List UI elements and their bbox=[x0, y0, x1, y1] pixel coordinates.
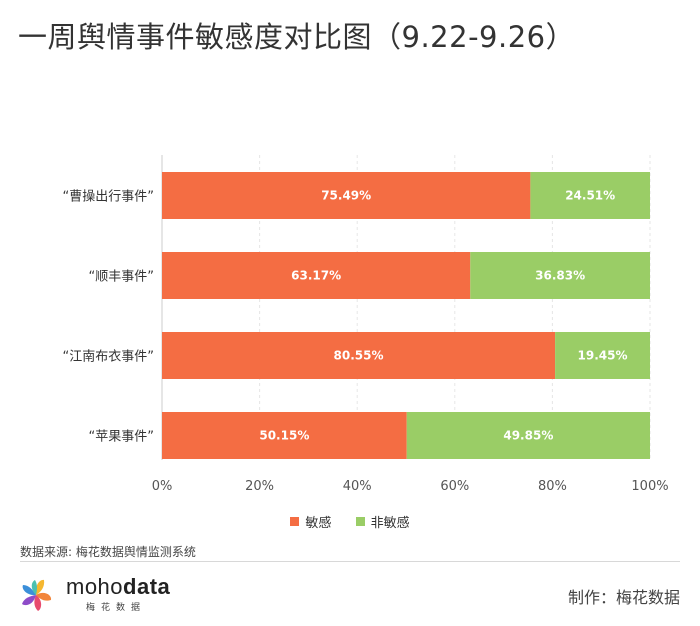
x-tick-label: 60% bbox=[440, 479, 469, 494]
credit-text: 制作：梅花数据 bbox=[567, 588, 680, 607]
legend: 敏感 非敏感 bbox=[0, 512, 700, 531]
logo-wordmark-light: moho bbox=[66, 574, 124, 599]
footer-divider bbox=[20, 561, 680, 562]
data-label-non-sensitive: 24.51% bbox=[565, 189, 615, 203]
category-label: “顺丰事件” bbox=[89, 270, 154, 285]
legend-item-sensitive: 敏感 bbox=[290, 512, 331, 531]
data-label-non-sensitive: 36.83% bbox=[535, 269, 585, 283]
x-tick-label: 20% bbox=[245, 479, 274, 494]
bar-segment-sensitive bbox=[162, 332, 556, 379]
bar-segment-non-sensitive bbox=[406, 412, 650, 459]
bar-segment-non-sensitive bbox=[530, 172, 650, 219]
data-label-sensitive: 75.49% bbox=[321, 189, 371, 203]
data-label-sensitive: 63.17% bbox=[291, 269, 341, 283]
logo-subtitle: 梅花数据 bbox=[86, 603, 147, 613]
logo-wordmark-bold: data bbox=[123, 574, 171, 599]
x-tick-label: 100% bbox=[631, 479, 668, 494]
legend-label-sensitive: 敏感 bbox=[305, 516, 332, 531]
legend-item-non-sensitive: 非敏感 bbox=[355, 512, 410, 531]
bar-segment-non-sensitive bbox=[555, 332, 650, 379]
data-label-non-sensitive: 49.85% bbox=[503, 429, 553, 443]
category-label: “江南布衣事件” bbox=[63, 349, 154, 365]
pinwheel-logo-icon bbox=[22, 579, 52, 611]
x-tick-label: 40% bbox=[343, 479, 372, 494]
labels: 0% 20% 40% 60% 80% 100% 75.49% 24.51% “曹操出行事件” 63… bbox=[63, 189, 669, 495]
data-label-non-sensitive: 19.45% bbox=[578, 349, 628, 363]
x-tick-label: 80% bbox=[538, 479, 567, 494]
chart-title: 一周舆情事件敏感度对比图（9.22-9.26） bbox=[18, 20, 576, 54]
stacked-bar-chart: 0% 20% 40% 60% 80% 100% 75.49% 24.51% “曹操出行事件” 63… bbox=[63, 155, 669, 495]
bar-segment-sensitive bbox=[162, 252, 471, 299]
legend-swatch-non-sensitive bbox=[355, 517, 365, 526]
category-label: “曹操出行事件” bbox=[63, 189, 154, 205]
data-label-sensitive: 80.55% bbox=[334, 349, 384, 363]
data-source-note: 数据来源: 梅花数据舆情监测系统 bbox=[20, 545, 196, 559]
bar-segment-sensitive bbox=[162, 412, 407, 459]
bar-segment-sensitive bbox=[162, 172, 531, 219]
mohodata-logo: mohodata 梅花数据 bbox=[18, 574, 208, 616]
legend-label-non-sensitive: 非敏感 bbox=[370, 516, 410, 531]
x-tick-label: 0% bbox=[152, 479, 173, 494]
data-label-sensitive: 50.15% bbox=[259, 429, 309, 443]
bar-segment-non-sensitive bbox=[470, 252, 650, 299]
legend-swatch-sensitive bbox=[290, 517, 300, 526]
logo-wordmark: mohodata bbox=[66, 574, 170, 600]
category-label: “苹果事件” bbox=[89, 430, 154, 445]
bars bbox=[162, 172, 650, 459]
